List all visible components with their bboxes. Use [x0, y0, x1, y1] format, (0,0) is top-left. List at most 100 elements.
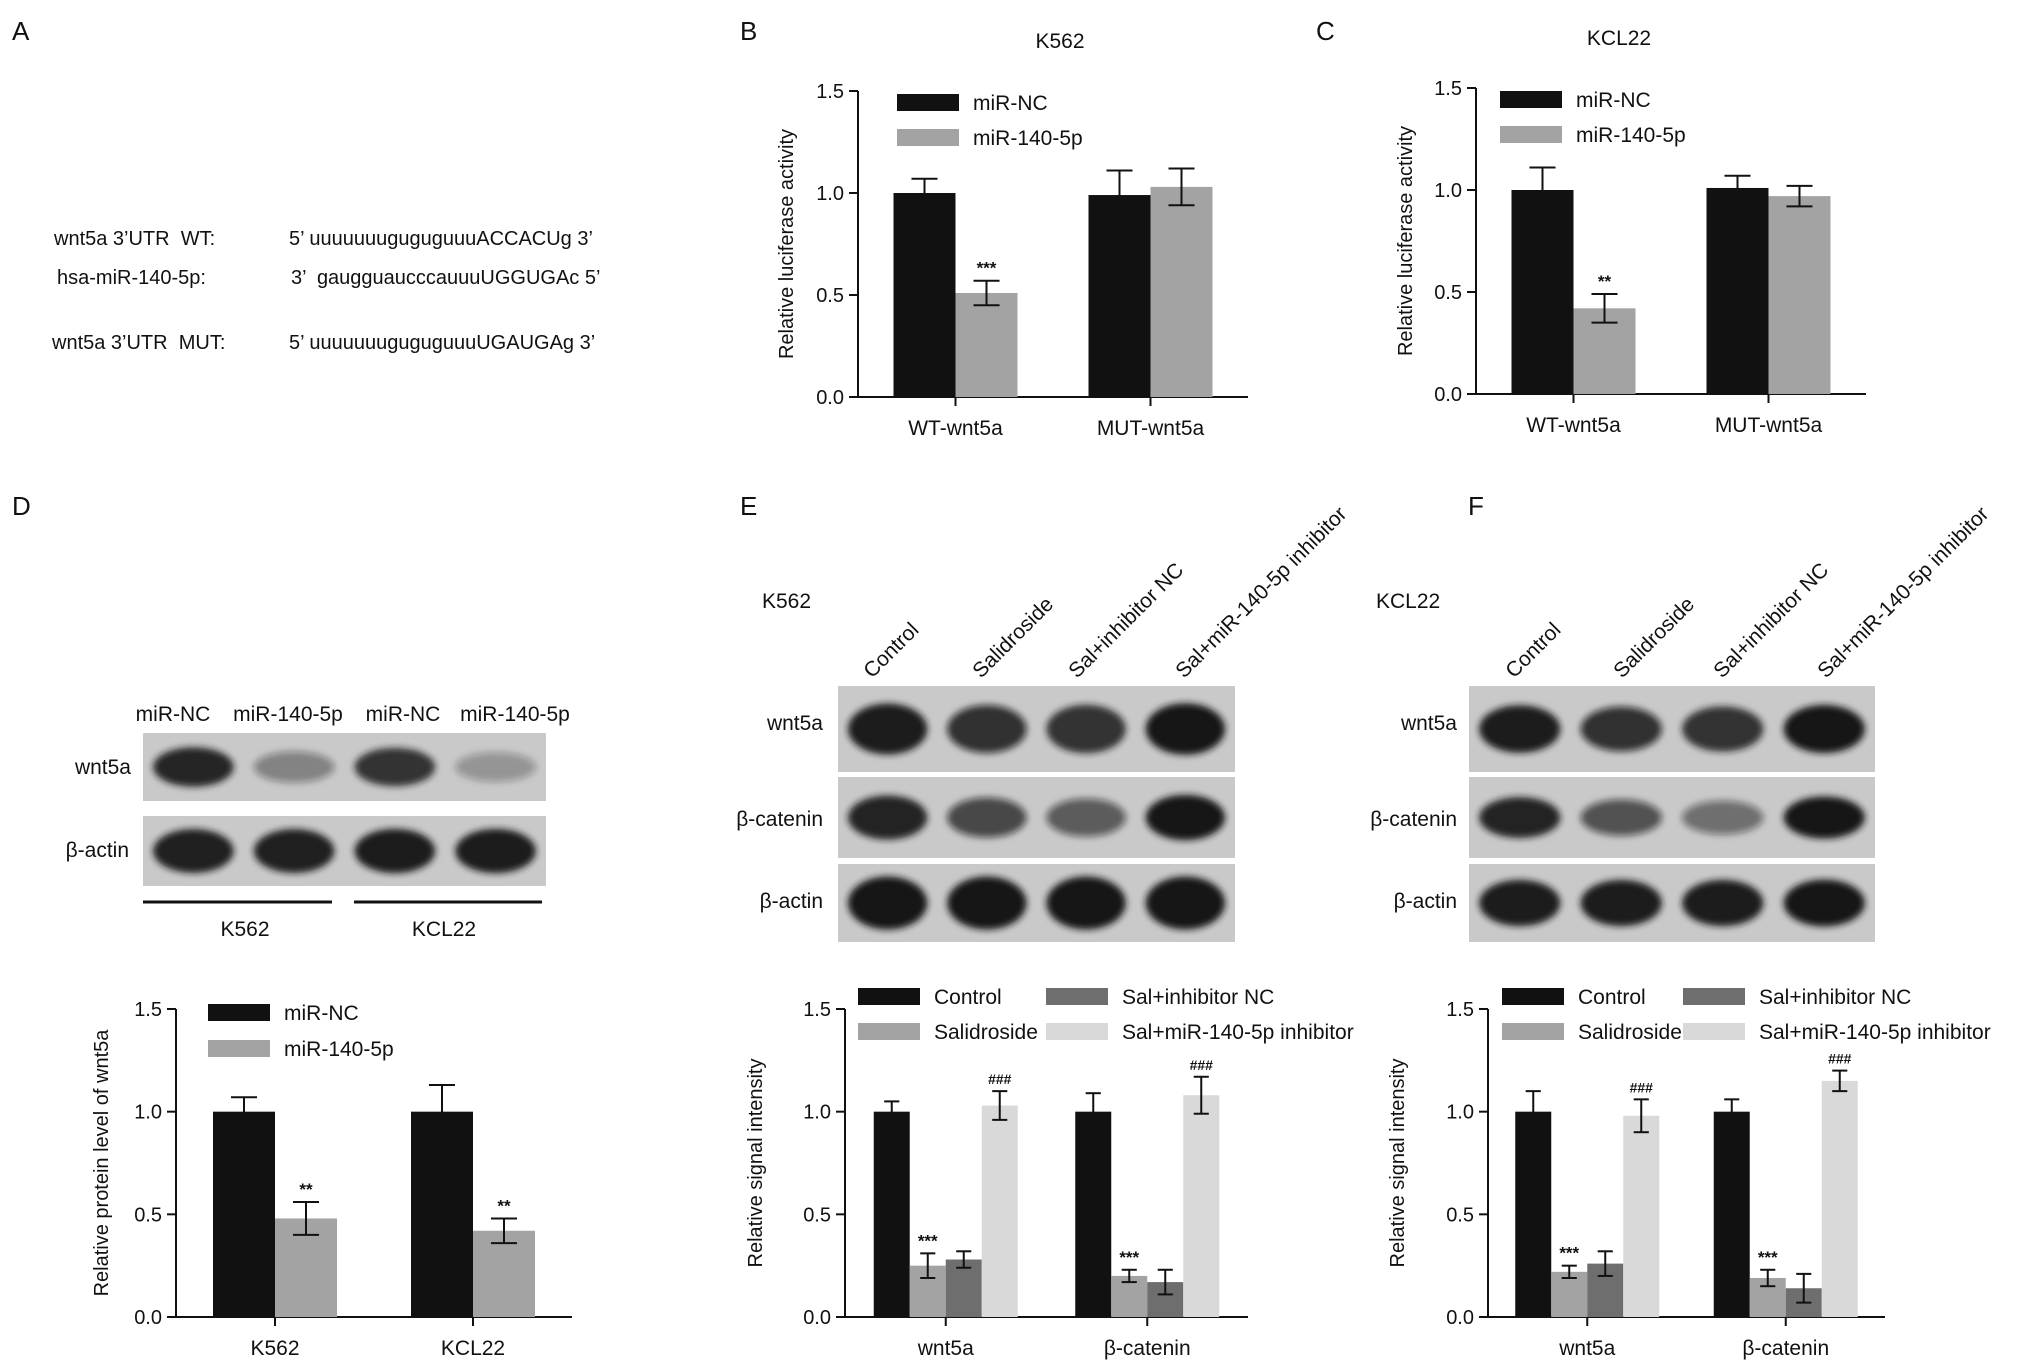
- blot-band: [1682, 879, 1764, 927]
- x-category-label: β-catenin: [1742, 1337, 1829, 1360]
- panel-letter-b: B: [740, 16, 757, 46]
- blot-band: [1580, 879, 1662, 927]
- x-category-label: MUT-wnt5a: [1715, 414, 1823, 437]
- seq-row-sequence: 3’ gaugguaucccauuuUGGUGAc 5’: [291, 267, 600, 289]
- panel-letter-c: C: [1316, 16, 1335, 46]
- legend-label: miR-140-5p: [284, 1038, 394, 1061]
- seq-row-label: wnt5a 3’UTR WT:: [53, 228, 215, 250]
- y-tick-label: 1.5: [803, 999, 831, 1021]
- y-axis-title: Relative signal intensity: [1387, 1059, 1409, 1268]
- blot-band: [1046, 798, 1126, 837]
- blot-lane-label: miR-140-5p: [233, 703, 343, 726]
- seq-row-sequence: 5’ uuuuuuuguguguuuACCACUg 3’: [289, 228, 593, 250]
- bar: [213, 1111, 275, 1317]
- bar: [1183, 1095, 1220, 1317]
- significance-mark: ###: [988, 1071, 1012, 1087]
- significance-mark: ###: [1190, 1057, 1214, 1073]
- y-tick-label: 0.0: [1434, 384, 1462, 406]
- legend-swatch: [1502, 1023, 1564, 1040]
- blot-band: [1479, 705, 1561, 753]
- legend-label: Sal+inhibitor NC: [1759, 986, 1911, 1009]
- chart-f: 0.0 0.5 1.0 1.5 Relative signal intensity wnt…: [1387, 986, 1991, 1360]
- blot-band: [1783, 704, 1865, 754]
- blot-band: [1046, 876, 1126, 930]
- y-tick-label: 0.0: [816, 387, 844, 409]
- bar: [411, 1111, 473, 1317]
- blot-row-label: β-actin: [760, 890, 823, 913]
- blot-band: [847, 876, 928, 930]
- bar: [473, 1230, 535, 1317]
- bar: [955, 292, 1018, 397]
- blot-lane-label: miR-NC: [136, 703, 211, 726]
- blot-band: [1145, 876, 1226, 930]
- blot-lane-label: Sal+miR-140-5p inhibitor: [1171, 502, 1351, 682]
- blot-row-label: β-catenin: [1370, 808, 1457, 831]
- blot-d-labels: miR-NC miR-140-5p miR-NC miR-140-5p wnt5…: [66, 703, 570, 941]
- chart-e: 0.0 0.5 1.0 1.5 Relative signal intensity wnt…: [745, 986, 1354, 1360]
- y-tick-label: 0.5: [816, 285, 844, 307]
- blot-band: [253, 829, 335, 873]
- legend-swatch: [897, 94, 959, 111]
- y-tick-label: 1.0: [1446, 1102, 1474, 1124]
- chart-b: K562 0.0 0.5 1.0 1.5 Relative luciferase acti…: [776, 30, 1248, 440]
- blot-lane-label: Salidroside: [1609, 593, 1699, 683]
- y-tick-label: 1.5: [1446, 999, 1474, 1021]
- bar: [1515, 1111, 1552, 1317]
- y-tick-label: 1.5: [134, 999, 162, 1021]
- blot-band: [354, 747, 436, 787]
- y-axis-title: Relative protein level of wnt5a: [91, 1029, 113, 1297]
- x-category-label: MUT-wnt5a: [1097, 417, 1205, 440]
- seq-row-sequence: 5’ uuuuuuuguguguuuUGAUGAg 3’: [289, 332, 595, 354]
- y-axis-title: Relative luciferase activity: [1395, 126, 1417, 356]
- bar-charts: K562 0.0 0.5 1.0 1.5 Relative luciferase acti…: [91, 27, 1991, 1360]
- panel-letter-a: A: [12, 16, 30, 46]
- significance-mark: ***: [1119, 1248, 1139, 1267]
- bar: [981, 1105, 1018, 1317]
- legend-label: miR-NC: [973, 92, 1048, 115]
- blot-band: [354, 828, 436, 874]
- sequence-alignment: wnt5a 3’UTR WT: 5’ uuuuuuuguguguuuACCACU…: [51, 228, 600, 354]
- bar: [1821, 1080, 1858, 1317]
- legend-label: miR-140-5p: [973, 127, 1083, 150]
- legend-swatch: [897, 129, 959, 146]
- blot-group-label: KCL22: [412, 918, 476, 941]
- bar: [893, 193, 956, 397]
- blot-lane-label: Control: [859, 618, 923, 682]
- blot-row-label: wnt5a: [74, 756, 131, 779]
- significance-mark: **: [299, 1180, 313, 1199]
- blot-row-label: wnt5a: [766, 712, 823, 735]
- blot-lane-label: Sal+miR-140-5p inhibitor: [1813, 502, 1993, 682]
- chart-c: KCL22 0.0 0.5 1.0 1.5 Relative luciferase act…: [1395, 27, 1866, 437]
- bar: [873, 1111, 910, 1317]
- y-tick-label: 1.0: [134, 1102, 162, 1124]
- x-category-label: K562: [250, 1337, 299, 1360]
- blot-row-label: β-actin: [1394, 890, 1457, 913]
- significance-mark: **: [497, 1196, 511, 1215]
- blot-band: [455, 828, 536, 874]
- blot-row-label: wnt5a: [1400, 712, 1457, 735]
- legend-label: miR-NC: [284, 1002, 359, 1025]
- bar: [1511, 190, 1574, 394]
- blot-cell-line-label: KCL22: [1376, 590, 1440, 613]
- x-category-label: WT-wnt5a: [1526, 414, 1621, 437]
- x-category-label: wnt5a: [1558, 1337, 1615, 1360]
- bar: [1768, 196, 1831, 394]
- y-tick-label: 0.5: [1446, 1204, 1474, 1226]
- bar: [1706, 187, 1769, 394]
- blot-band: [1783, 796, 1865, 839]
- legend-swatch: [1500, 126, 1562, 143]
- significance-mark: ***: [1758, 1248, 1778, 1267]
- x-category-label: wnt5a: [917, 1337, 974, 1360]
- blot-band: [1580, 799, 1662, 836]
- blot-cell-line-label: K562: [762, 590, 811, 613]
- bar: [1623, 1115, 1660, 1317]
- blot-band: [1682, 800, 1764, 835]
- bar: [1088, 195, 1151, 397]
- blot-lane-label: Sal+inhibitor NC: [1064, 559, 1188, 683]
- y-tick-label: 0.5: [1434, 282, 1462, 304]
- legend-swatch: [208, 1004, 270, 1021]
- significance-mark: ***: [977, 259, 997, 278]
- blot-band: [847, 703, 928, 755]
- blot-row-label: β-actin: [66, 839, 129, 862]
